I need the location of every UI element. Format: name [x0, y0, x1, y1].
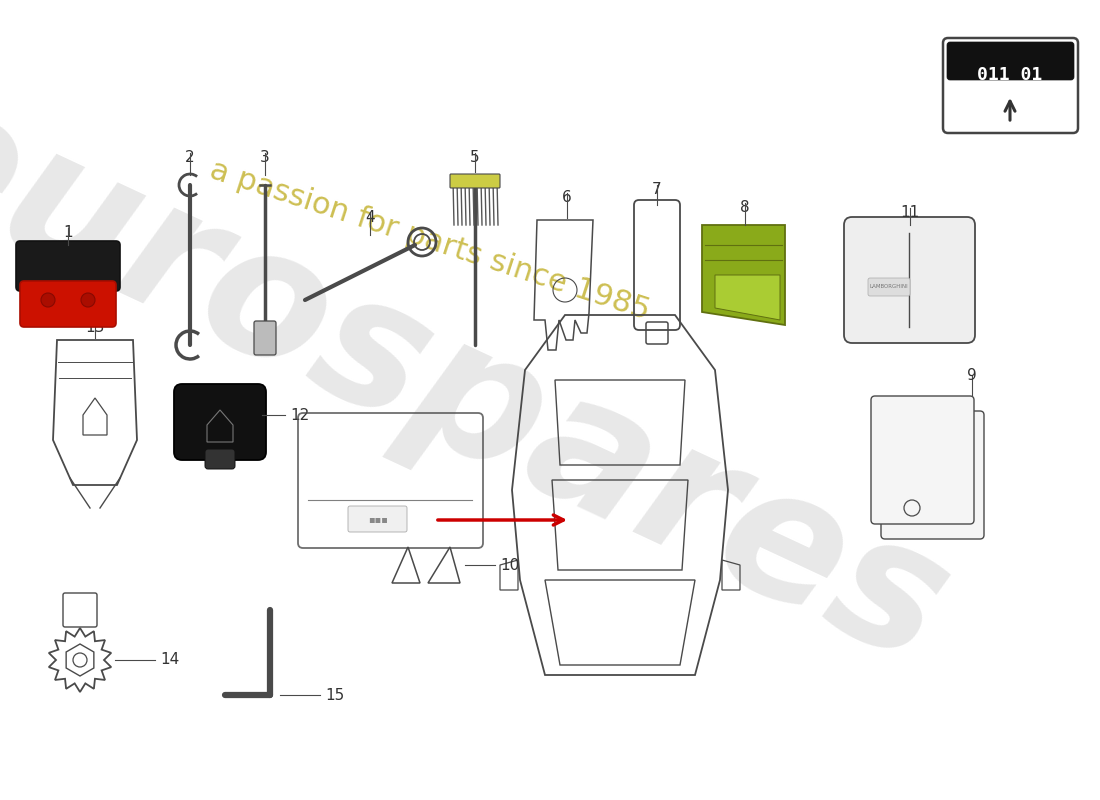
- Text: 7: 7: [652, 182, 662, 197]
- Text: 8: 8: [740, 200, 750, 215]
- Text: eurospares: eurospares: [0, 59, 975, 701]
- FancyBboxPatch shape: [943, 38, 1078, 133]
- FancyBboxPatch shape: [947, 42, 1074, 80]
- FancyBboxPatch shape: [16, 241, 120, 291]
- Circle shape: [41, 293, 55, 307]
- FancyBboxPatch shape: [450, 174, 500, 188]
- FancyBboxPatch shape: [881, 411, 984, 539]
- Text: 2: 2: [185, 150, 195, 165]
- Text: 6: 6: [562, 190, 572, 205]
- Text: 4: 4: [365, 210, 375, 225]
- Text: 11: 11: [901, 205, 920, 220]
- Text: 10: 10: [500, 558, 519, 573]
- FancyBboxPatch shape: [254, 321, 276, 355]
- Text: 15: 15: [324, 687, 344, 702]
- Text: 5: 5: [470, 150, 480, 165]
- Text: a passion for parts since 1985: a passion for parts since 1985: [206, 155, 653, 325]
- FancyBboxPatch shape: [174, 384, 266, 460]
- Text: 9: 9: [967, 368, 977, 383]
- Text: 13: 13: [86, 320, 104, 335]
- FancyBboxPatch shape: [348, 506, 407, 532]
- FancyBboxPatch shape: [205, 449, 235, 469]
- FancyBboxPatch shape: [868, 278, 910, 296]
- Text: 011 01: 011 01: [978, 66, 1043, 84]
- Text: 12: 12: [290, 407, 309, 422]
- Polygon shape: [702, 225, 785, 325]
- Text: 14: 14: [160, 653, 179, 667]
- Polygon shape: [715, 275, 780, 320]
- Text: ▪▪▪: ▪▪▪: [368, 514, 388, 524]
- Text: LAMBORGHINI: LAMBORGHINI: [870, 285, 909, 290]
- Text: 3: 3: [260, 150, 270, 165]
- FancyBboxPatch shape: [871, 396, 974, 524]
- Text: 1: 1: [63, 225, 73, 240]
- Circle shape: [81, 293, 95, 307]
- FancyBboxPatch shape: [844, 217, 975, 343]
- FancyBboxPatch shape: [20, 281, 115, 327]
